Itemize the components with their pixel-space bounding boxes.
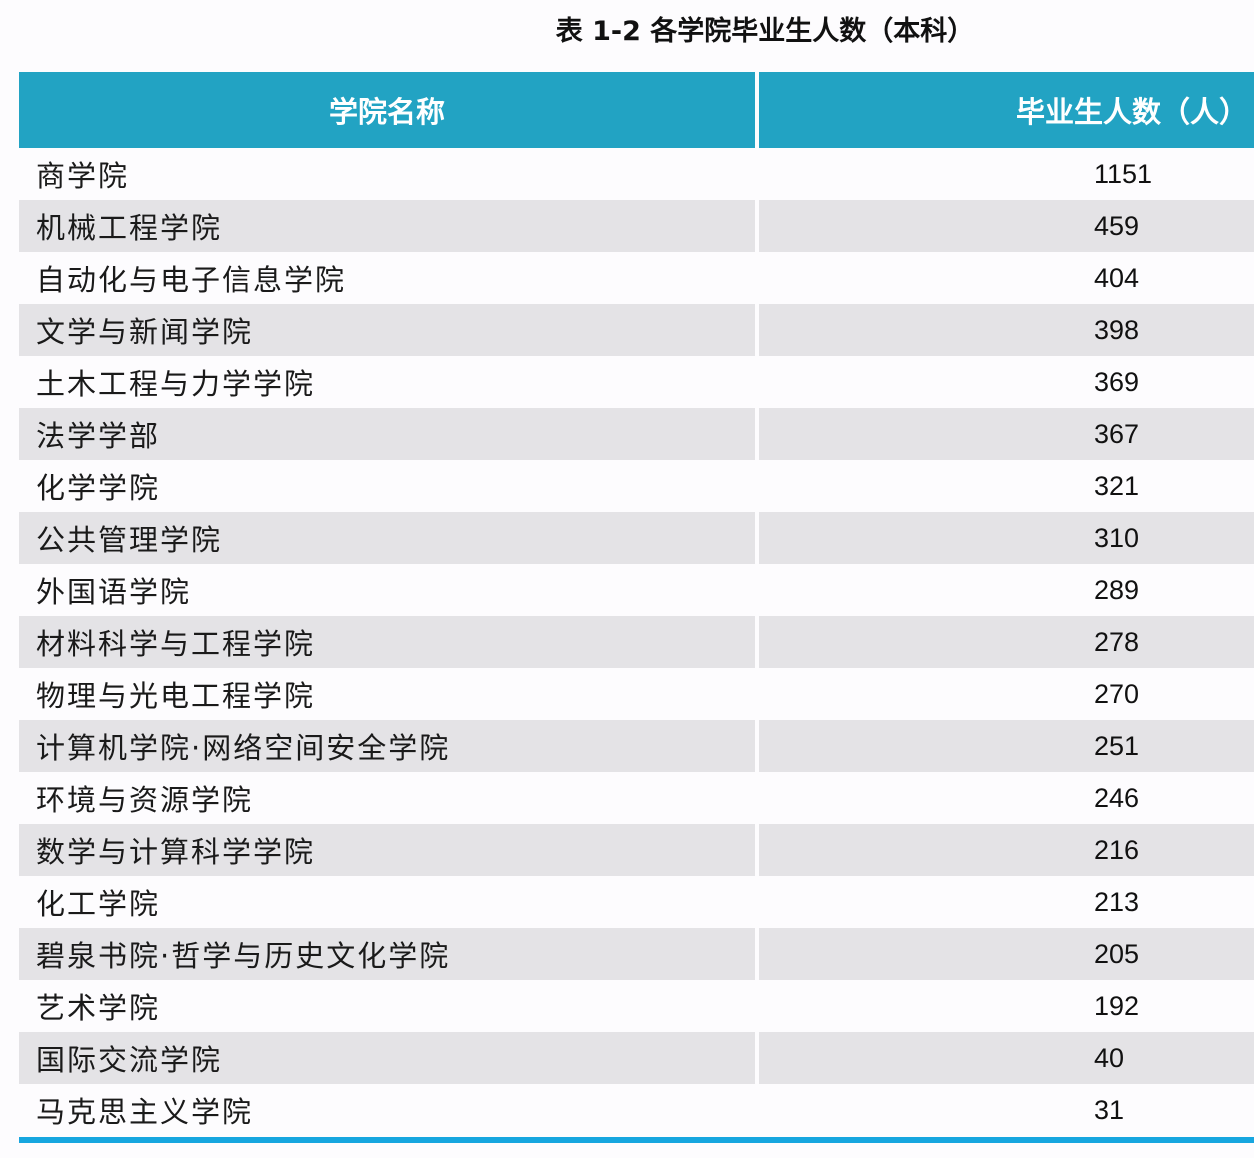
table-row: 数学与计算科学学院 216: [19, 824, 1254, 876]
college-name-cell: 化学学院: [36, 471, 161, 505]
table-row: 环境与资源学院 246: [19, 772, 1254, 824]
graduate-count-cell: 459: [759, 200, 1254, 252]
graduate-count-cell: 310: [759, 512, 1254, 564]
table-row: 计算机学院·网络空间安全学院 251: [19, 720, 1254, 772]
graduate-count-cell: 216: [759, 824, 1254, 876]
table-row: 碧泉书院·哲学与历史文化学院 205: [19, 928, 1254, 980]
college-name-cell: 马克思主义学院: [36, 1095, 254, 1129]
college-name-cell: 自动化与电子信息学院: [36, 263, 347, 297]
graduate-count-cell: 367: [759, 408, 1254, 460]
table-title: 表 1-2 各学院毕业生人数（本科）: [555, 16, 975, 47]
graduate-count-cell: 40: [759, 1032, 1254, 1084]
table-row: 化工学院 213: [19, 876, 1254, 928]
table-row: 土木工程与力学学院 369: [19, 356, 1254, 408]
college-name-cell: 环境与资源学院: [36, 783, 254, 817]
graduate-count-cell: 1151: [1094, 158, 1153, 189]
table-row: 艺术学院 192: [19, 980, 1254, 1032]
graduate-count-cell: 31: [1094, 1094, 1125, 1125]
college-name-cell: 计算机学院·网络空间安全学院: [19, 720, 755, 772]
graduate-count-cell: 270: [1094, 678, 1140, 709]
college-name-cell: 文学与新闻学院: [19, 304, 755, 356]
graduate-count-cell: 278: [759, 616, 1254, 668]
table-bottom-rule: [19, 1137, 1254, 1143]
college-name-cell: 国际交流学院: [19, 1032, 755, 1084]
college-name-cell: 化工学院: [36, 887, 161, 921]
graduate-count-cell: 192: [1094, 990, 1140, 1021]
table-row: 公共管理学院 310: [19, 512, 1254, 564]
college-name-cell: 土木工程与力学学院: [36, 367, 316, 401]
graduate-count-cell: 213: [1094, 886, 1140, 917]
table-row: 自动化与电子信息学院 404: [19, 252, 1254, 304]
table-row: 国际交流学院 40: [19, 1032, 1254, 1084]
table-row: 物理与光电工程学院 270: [19, 668, 1254, 720]
table-row: 商学院 1151: [19, 148, 1254, 200]
table-row: 外国语学院 289: [19, 564, 1254, 616]
graduate-count-cell: 289: [1094, 574, 1140, 605]
college-name-cell: 法学学部: [19, 408, 755, 460]
college-name-cell: 艺术学院: [36, 991, 161, 1025]
college-name-cell: 商学院: [36, 159, 130, 193]
graduate-count-cell: 251: [759, 720, 1254, 772]
college-name-cell: 数学与计算科学学院: [19, 824, 755, 876]
table-row: 法学学部 367: [19, 408, 1254, 460]
college-name-cell: 碧泉书院·哲学与历史文化学院: [19, 928, 755, 980]
college-name-cell: 材料科学与工程学院: [19, 616, 755, 668]
table-row: 文学与新闻学院 398: [19, 304, 1254, 356]
college-name-cell: 机械工程学院: [19, 200, 755, 252]
graduates-table: 学院名称 毕业生人数（人） 商学院 1151 机械工程学院 459 自动化与电子信息学院…: [19, 72, 1254, 1143]
column-header-college-name: 学院名称: [19, 72, 755, 148]
column-header-graduate-count: 毕业生人数（人）: [759, 72, 1254, 148]
graduate-count-cell: 246: [1094, 782, 1140, 813]
graduate-count-cell: 205: [759, 928, 1254, 980]
table-row: 马克思主义学院 31: [19, 1084, 1254, 1136]
graduate-count-cell: 404: [1094, 262, 1140, 293]
college-name-cell: 外国语学院: [36, 575, 192, 609]
table-row: 材料科学与工程学院 278: [19, 616, 1254, 668]
graduate-count-cell: 321: [1094, 470, 1140, 501]
table-body: 商学院 1151 机械工程学院 459 自动化与电子信息学院 404 文学与新闻学院 398 土…: [19, 148, 1254, 1136]
college-name-cell: 物理与光电工程学院: [36, 679, 316, 713]
table-header: 学院名称 毕业生人数（人）: [19, 72, 1254, 148]
table-row: 机械工程学院 459: [19, 200, 1254, 252]
graduate-count-cell: 398: [759, 304, 1254, 356]
graduate-count-cell: 369: [1094, 366, 1140, 397]
college-name-cell: 公共管理学院: [19, 512, 755, 564]
table-row: 化学学院 321: [19, 460, 1254, 512]
